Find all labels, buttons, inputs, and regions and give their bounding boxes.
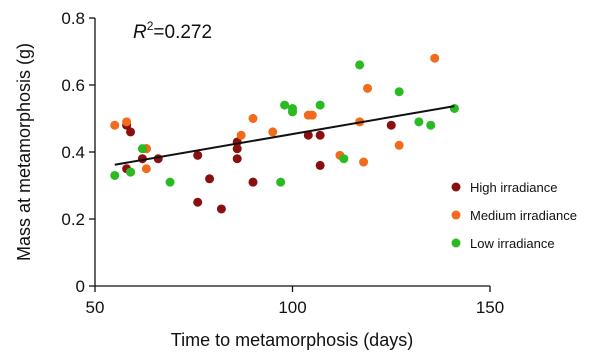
y-axis-title: Mass at metamorphosis (g)	[14, 43, 34, 261]
point-medium-irradiance	[363, 83, 373, 93]
point-low-irradiance	[276, 177, 286, 187]
point-low-irradiance	[414, 117, 424, 127]
point-high-irradiance	[386, 120, 396, 130]
legend-label-high-irradiance: High irradiance	[470, 180, 557, 195]
point-medium-irradiance	[394, 140, 404, 150]
point-low-irradiance	[165, 177, 175, 187]
legend-marker-low-irradiance	[451, 238, 461, 248]
point-low-irradiance	[315, 100, 325, 110]
point-high-irradiance	[193, 150, 203, 160]
r-squared-superscript: 2	[147, 19, 154, 33]
point-low-irradiance	[426, 120, 436, 130]
point-medium-irradiance	[122, 117, 132, 127]
x-ticks: 50 100 150	[86, 286, 504, 317]
point-medium-irradiance	[430, 53, 440, 63]
point-medium-irradiance	[268, 127, 278, 137]
r-squared-symbol: R	[133, 22, 147, 43]
point-low-irradiance	[394, 87, 404, 97]
r-squared-annotation: R2=0.272	[133, 19, 212, 43]
y-tick-label: 0	[76, 277, 85, 296]
legend-label-low-irradiance: Low irradiance	[470, 236, 555, 251]
legend: High irradiance Medium irradiance Low irra…	[451, 180, 577, 251]
point-medium-irradiance	[236, 130, 246, 140]
point-low-irradiance	[280, 100, 290, 110]
x-tick-label: 100	[278, 298, 306, 317]
point-high-irradiance	[303, 130, 313, 140]
point-high-irradiance	[315, 160, 325, 170]
trend-line	[114, 105, 455, 166]
point-high-irradiance	[193, 197, 203, 207]
y-tick-label: 0.4	[61, 143, 85, 162]
y-tick-label: 0.8	[61, 9, 85, 28]
point-high-irradiance	[216, 204, 226, 214]
y-tick-label: 0.2	[61, 210, 85, 229]
point-medium-irradiance	[141, 164, 151, 174]
point-medium-irradiance	[307, 110, 317, 120]
x-tick-label: 50	[86, 298, 105, 317]
legend-label-medium-irradiance: Medium irradiance	[470, 208, 577, 223]
legend-marker-medium-irradiance	[451, 210, 461, 220]
point-medium-irradiance	[110, 120, 120, 130]
point-high-irradiance	[205, 174, 215, 184]
y-ticks: 0 0.2 0.4 0.6 0.8	[61, 9, 95, 296]
legend-marker-high-irradiance	[451, 182, 461, 192]
point-low-irradiance	[339, 154, 349, 164]
point-high-irradiance	[126, 127, 136, 137]
point-medium-irradiance	[359, 157, 369, 167]
point-low-irradiance	[137, 144, 147, 154]
x-tick-label: 150	[476, 298, 504, 317]
point-high-irradiance	[315, 130, 325, 140]
r-squared-value: =0.272	[153, 22, 212, 43]
point-high-irradiance	[232, 144, 242, 154]
point-low-irradiance	[110, 170, 120, 180]
point-low-irradiance	[126, 167, 136, 177]
point-low-irradiance	[355, 60, 365, 70]
point-low-irradiance	[449, 103, 459, 113]
y-tick-label: 0.6	[61, 76, 85, 95]
point-high-irradiance	[248, 177, 258, 187]
point-high-irradiance	[232, 154, 242, 164]
point-medium-irradiance	[248, 114, 258, 123]
point-low-irradiance	[288, 107, 297, 117]
data-points	[110, 53, 459, 214]
x-axis-title: Time to metamorphosis (days)	[171, 330, 413, 350]
